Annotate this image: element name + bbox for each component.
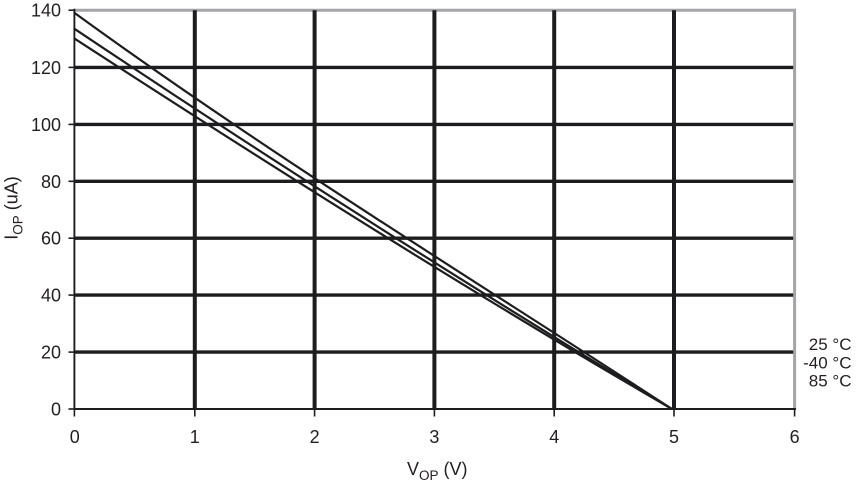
- svg-text:120: 120: [31, 58, 61, 78]
- svg-text:6: 6: [790, 427, 800, 447]
- svg-text:25 °C: 25 °C: [809, 335, 852, 354]
- svg-text:140: 140: [31, 1, 61, 21]
- svg-text:40: 40: [41, 286, 61, 306]
- svg-text:100: 100: [31, 115, 61, 135]
- svg-text:80: 80: [41, 172, 61, 192]
- svg-text:0: 0: [70, 427, 80, 447]
- svg-text:4: 4: [549, 427, 559, 447]
- svg-text:20: 20: [41, 343, 61, 363]
- svg-text:2: 2: [310, 427, 320, 447]
- svg-text:IOP (uA): IOP (uA): [2, 176, 26, 240]
- svg-text:VOP (V): VOP (V): [407, 459, 468, 483]
- svg-text:3: 3: [429, 427, 439, 447]
- svg-text:85 °C: 85 °C: [809, 372, 852, 391]
- svg-text:0: 0: [51, 400, 61, 420]
- svg-text:5: 5: [669, 427, 679, 447]
- svg-text:1: 1: [190, 427, 200, 447]
- svg-text:60: 60: [41, 229, 61, 249]
- svg-text:-40 °C: -40 °C: [803, 353, 851, 372]
